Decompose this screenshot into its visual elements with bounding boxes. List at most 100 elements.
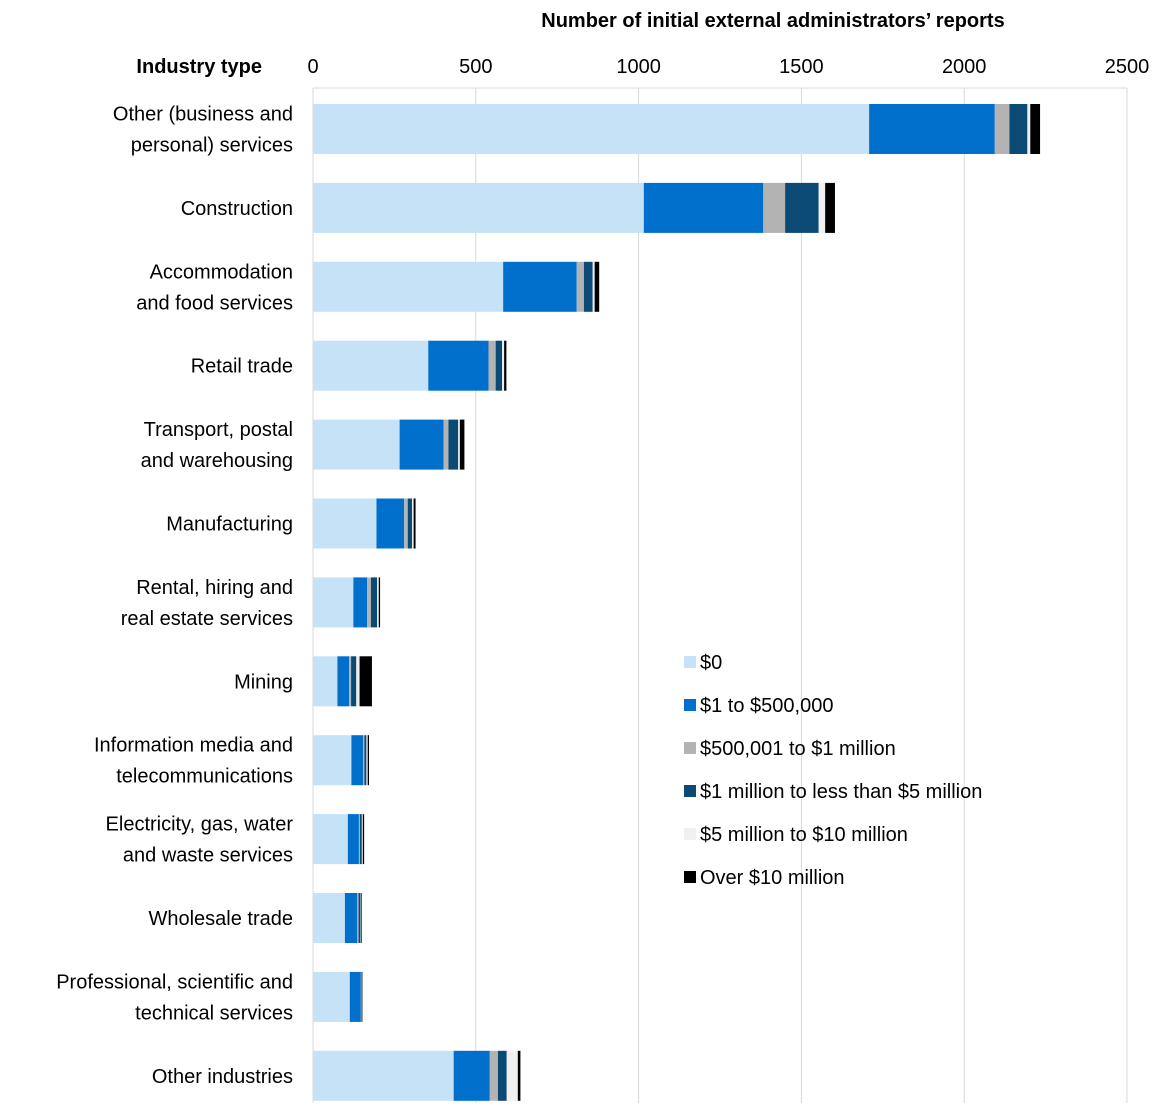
legend-swatch: [684, 785, 696, 797]
category-label-line: Retail trade: [191, 356, 293, 378]
bar-segment: [1030, 104, 1041, 154]
bar-segment: [399, 419, 444, 470]
category-label: Other (business and personal) services: [113, 104, 293, 157]
category-label-line: Mining: [234, 671, 293, 693]
bar-segment: [313, 340, 429, 391]
legend-label: $5 million to $10 million: [700, 824, 908, 846]
legend-label: $0: [700, 652, 722, 674]
x-tick-label: 2500: [1105, 56, 1150, 78]
category-label-line: and waste services: [123, 845, 293, 867]
bar-segment: [592, 261, 595, 312]
bar-segment: [489, 1050, 498, 1101]
category-label-line: and food services: [136, 292, 293, 314]
bar-segment: [367, 577, 371, 628]
bar-segment: [994, 104, 1010, 154]
legend-label: $500,001 to $1 million: [700, 738, 896, 760]
gridlines: [312, 87, 1128, 1103]
bar-segment: [404, 498, 408, 549]
bar-segment: [313, 182, 644, 233]
x-tick-label: 1500: [779, 56, 824, 78]
bar-segment: [825, 182, 835, 233]
bar-segment: [360, 893, 362, 943]
bar-segment: [495, 340, 503, 391]
bars: [313, 104, 1041, 1101]
bar-segment: [594, 261, 600, 312]
legend-swatch: [684, 871, 696, 883]
x-tick-label: 1000: [616, 56, 661, 78]
bar-segment: [506, 1050, 518, 1101]
category-labels: Other (business and personal) services Con…: [56, 104, 293, 1088]
bar-segment: [1009, 104, 1028, 154]
category-label-line: Information media and: [94, 735, 293, 757]
bar-segment: [504, 340, 507, 391]
legend-swatch: [684, 656, 696, 668]
category-label-line: technical services: [135, 1002, 293, 1024]
bar-segment: [367, 735, 370, 786]
bar-segment: [357, 893, 359, 943]
bar-segment: [313, 419, 400, 470]
bar-segment: [503, 261, 577, 312]
bar-segment: [313, 577, 354, 628]
bar-segment: [364, 735, 367, 786]
bar-segment: [443, 419, 449, 470]
bar-segment: [763, 182, 786, 233]
bar-segment: [488, 340, 496, 391]
bar-segment: [411, 498, 414, 549]
category-label: Mining: [234, 671, 293, 693]
bar-segment: [313, 261, 504, 312]
category-label: Rental, hiring and real estate services: [121, 577, 293, 630]
category-label-line: Other (business and: [113, 104, 293, 126]
bar-segment: [360, 971, 362, 1022]
bar-segment: [458, 419, 460, 470]
legend-swatch: [684, 828, 696, 840]
category-label-line: Rental, hiring and: [136, 577, 293, 599]
bar-segment: [358, 893, 361, 943]
category-label: Manufacturing: [166, 514, 293, 536]
category-label-line: Professional, scientific and: [56, 971, 293, 993]
x-axis-title: Number of initial external administrator…: [541, 10, 1004, 32]
bar-segment: [643, 182, 764, 233]
bar-segment: [361, 814, 363, 865]
bar-segment: [785, 182, 819, 233]
legend: $0 $1 to $500,000 $500,001 to $1 million $1…: [684, 652, 982, 889]
category-label: Electricity, gas, water and waste service…: [106, 814, 294, 867]
y-axis-title: Industry type: [136, 56, 262, 78]
category-label-line: Wholesale trade: [148, 908, 293, 930]
category-label: Transport, postal and warehousing: [141, 419, 293, 472]
bar-segment: [313, 498, 377, 549]
bar-segment: [517, 1050, 521, 1101]
bar-segment: [363, 735, 365, 786]
category-label-line: Manufacturing: [166, 514, 293, 536]
bar-segment: [353, 577, 368, 628]
bar-segment: [583, 261, 593, 312]
bar-segment: [497, 1050, 507, 1101]
x-tick-label: 500: [459, 56, 492, 78]
x-axis-ticks: 0 500 1000 1500 2000 2500: [307, 56, 1149, 78]
bar-segment: [359, 814, 362, 865]
category-label: Accommodation and food services: [136, 261, 293, 314]
category-label-line: Electricity, gas, water: [106, 814, 294, 836]
bar-segment: [378, 577, 381, 628]
bar-segment: [413, 498, 416, 549]
bar-segment: [1027, 104, 1031, 154]
category-label-line: telecommunications: [116, 766, 293, 788]
x-tick-label: 0: [307, 56, 318, 78]
bar-segment: [349, 971, 361, 1022]
bar-segment: [818, 182, 826, 233]
bar-segment: [361, 971, 363, 1022]
bar-segment: [313, 893, 345, 943]
bar-segment: [453, 1050, 490, 1101]
category-label-line: personal) services: [131, 135, 293, 157]
category-label-line: Other industries: [152, 1066, 293, 1088]
bar-segment: [347, 814, 359, 865]
bar-segment: [313, 814, 348, 865]
category-label-line: real estate services: [121, 608, 293, 630]
category-label: Wholesale trade: [148, 908, 293, 930]
bar-segment: [377, 577, 379, 628]
bar-segment: [370, 577, 378, 628]
category-label-line: Transport, postal: [144, 419, 293, 441]
legend-label: Over $10 million: [700, 867, 845, 889]
bar-segment: [349, 656, 352, 707]
bar-segment: [359, 656, 372, 707]
bar-segment: [366, 735, 368, 786]
